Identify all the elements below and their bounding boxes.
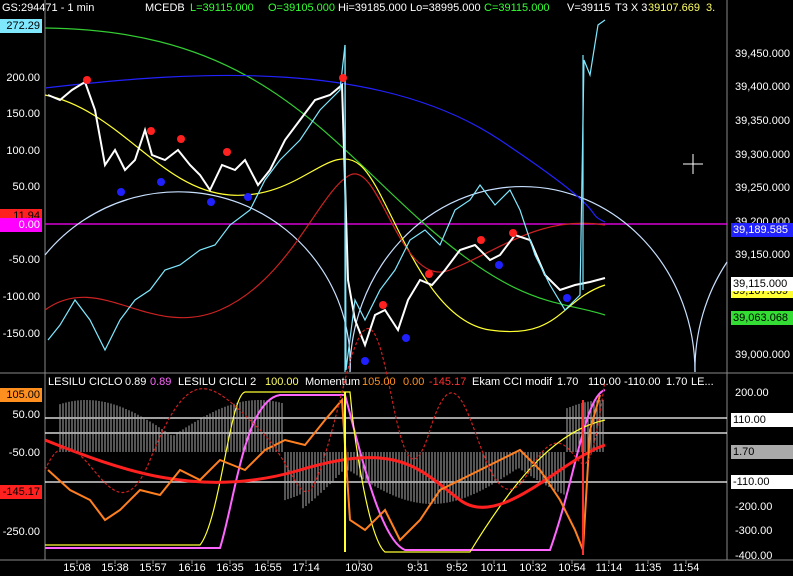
value-box: 1.70 bbox=[733, 446, 754, 458]
header-field: 3. bbox=[706, 2, 715, 14]
indicator-label: LESILU CICLI 2 bbox=[178, 376, 256, 388]
value-box-box bbox=[731, 445, 793, 459]
indicator-label: 0.00 bbox=[403, 376, 424, 388]
value-box-box bbox=[0, 19, 42, 33]
header-field: 39107.669 bbox=[648, 2, 700, 14]
header-field: O=39105.000 bbox=[268, 2, 335, 14]
value-box-box bbox=[731, 413, 793, 427]
indicator-label: LESILU CICLO bbox=[48, 376, 123, 388]
price-box-box bbox=[731, 277, 793, 291]
indicator-label: 0.89 bbox=[150, 376, 171, 388]
x-tick-label: 15:08 bbox=[63, 562, 91, 574]
value-box: -110.00 bbox=[733, 476, 770, 488]
y-tick-label: 50.00 bbox=[12, 409, 40, 421]
price-box-box bbox=[731, 223, 793, 237]
value-box: 272.29 bbox=[6, 20, 40, 32]
indicator-label: 100.00 bbox=[265, 376, 299, 388]
y-tick-label: 39,250.000 bbox=[735, 182, 790, 194]
y-tick-label: 50.00 bbox=[12, 181, 40, 193]
indicator-label: 1.70 bbox=[666, 376, 687, 388]
indicator-label: 110.00 bbox=[588, 376, 621, 388]
indicator-label: 1.70 bbox=[557, 376, 578, 388]
y-tick-label: -100.00 bbox=[3, 291, 40, 303]
x-tick-label: 16:55 bbox=[254, 562, 282, 574]
y-tick-label: 200.00 bbox=[6, 72, 40, 84]
value-box: 110.00 bbox=[733, 414, 766, 426]
value-box-box bbox=[0, 218, 42, 232]
x-tick-label: 10:11 bbox=[481, 562, 508, 574]
header-field: C=39115.000 bbox=[484, 2, 550, 14]
x-tick-label: 9:52 bbox=[446, 562, 467, 574]
x-tick-label: 15:38 bbox=[101, 562, 129, 574]
x-tick-label: 9:31 bbox=[407, 562, 428, 574]
x-tick-label: 17:14 bbox=[292, 562, 320, 574]
value-box: -145.17 bbox=[3, 486, 40, 498]
y-tick-label: 39,450.000 bbox=[735, 48, 790, 60]
indicator-label: -145.17 bbox=[429, 376, 466, 388]
x-tick-label: 11:35 bbox=[635, 562, 662, 574]
y-tick-label: -50.00 bbox=[9, 254, 40, 266]
x-tick-label: 10:32 bbox=[519, 562, 547, 574]
price-box: 39,063.068 bbox=[733, 312, 788, 324]
x-tick-label: 15:57 bbox=[139, 562, 167, 574]
value-box-box bbox=[731, 475, 793, 489]
y-tick-label: 39,400.000 bbox=[735, 81, 790, 93]
x-tick-label: 16:16 bbox=[178, 562, 206, 574]
x-tick-label: 11:14 bbox=[596, 562, 623, 574]
upper-curves bbox=[44, 19, 728, 373]
y-tick-label: 39,150.000 bbox=[735, 249, 790, 261]
y-tick-label: -50.00 bbox=[9, 447, 40, 459]
value-box: 0.00 bbox=[19, 219, 40, 231]
indicator-label: 105.00 bbox=[362, 376, 396, 388]
y-tick-label: 200.00 bbox=[735, 387, 769, 399]
indicator-label: Momentum bbox=[305, 376, 360, 388]
indicator-label: 0.89 bbox=[125, 376, 146, 388]
y-tick-label: -400.00 bbox=[735, 550, 772, 562]
x-tick-label: 10/30 bbox=[345, 562, 373, 574]
value-box-box bbox=[0, 388, 42, 402]
lower-curves bbox=[44, 328, 727, 555]
header-field: Hi=39185.000 bbox=[338, 2, 407, 14]
y-tick-label: 39,000.000 bbox=[735, 349, 790, 361]
header-field: T3 X 3 bbox=[615, 2, 647, 14]
indicator-label: Ekam CCI modif bbox=[472, 376, 553, 388]
y-tick-label: 39,300.000 bbox=[735, 149, 790, 161]
header-field: L=39115.000 bbox=[190, 2, 254, 14]
header-field: Lo=38995.000 bbox=[410, 2, 481, 14]
x-tick-label: 16:35 bbox=[216, 562, 244, 574]
header-field: V=39115 bbox=[567, 2, 611, 14]
crosshair bbox=[683, 154, 703, 174]
header-field: MCEDB bbox=[145, 2, 185, 14]
frames bbox=[0, 0, 793, 561]
y-tick-label: -200.00 bbox=[735, 501, 772, 513]
x-tick-label: 11:54 bbox=[673, 562, 700, 574]
price-box-box bbox=[731, 311, 793, 325]
y-tick-label: -300.00 bbox=[735, 525, 772, 537]
indicator-label: LE... bbox=[691, 376, 714, 388]
y-tick-label: 150.00 bbox=[6, 108, 40, 120]
price-box: 39,189.585 bbox=[733, 224, 788, 236]
pivot-dots bbox=[83, 74, 571, 365]
y-tick-label: 100.00 bbox=[6, 145, 40, 157]
y-tick-label: -250.00 bbox=[3, 526, 40, 538]
y-tick-label: 39,350.000 bbox=[735, 115, 790, 127]
y-tick-label: -150.00 bbox=[3, 328, 40, 340]
value-box: 105.00 bbox=[6, 389, 40, 401]
x-tick-label: 10:54 bbox=[558, 562, 586, 574]
header-field: GS:294471 - 1 min bbox=[2, 2, 94, 14]
price-box: 39,115.000 bbox=[733, 278, 787, 290]
indicator-label: -110.00 bbox=[624, 376, 661, 388]
value-box-box bbox=[0, 485, 42, 499]
